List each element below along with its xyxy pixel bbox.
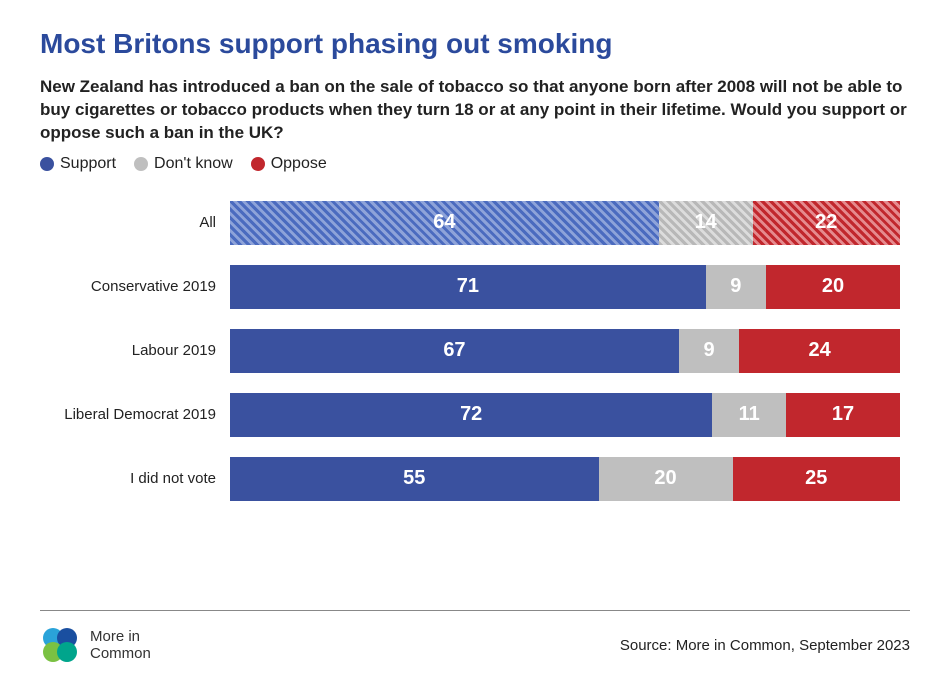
row-label: I did not vote — [50, 470, 230, 487]
bar-segment-support: 67 — [230, 329, 679, 373]
chart-title: Most Britons support phasing out smoking — [40, 28, 910, 60]
bar-segment-support: 71 — [230, 265, 706, 309]
legend-dot-oppose — [251, 157, 265, 171]
bar-segment-dontknow: 14 — [659, 201, 753, 245]
bar-segment-dontknow: 20 — [599, 457, 733, 501]
bar-segment-dontknow: 9 — [679, 329, 739, 373]
bar-segment-oppose: 22 — [753, 201, 900, 245]
chart-row: All641422 — [50, 201, 910, 245]
brand-line2: Common — [90, 645, 151, 662]
row-label: Conservative 2019 — [50, 278, 230, 295]
chart-row: Conservative 201971920 — [50, 265, 910, 309]
bar-segment-oppose: 24 — [739, 329, 900, 373]
bar: 67924 — [230, 329, 900, 373]
bar-segment-support: 72 — [230, 393, 712, 437]
row-label: All — [50, 214, 230, 231]
legend: Support Don't know Oppose — [40, 155, 910, 173]
chart-row: Labour 201967924 — [50, 329, 910, 373]
brand-line1: More in — [90, 628, 151, 645]
legend-item-dontknow: Don't know — [134, 155, 233, 173]
bar-segment-support: 55 — [230, 457, 599, 501]
legend-item-support: Support — [40, 155, 116, 173]
legend-dot-support — [40, 157, 54, 171]
bar-segment-dontknow: 11 — [712, 393, 786, 437]
chart-row: Liberal Democrat 2019721117 — [50, 393, 910, 437]
bar-segment-dontknow: 9 — [706, 265, 766, 309]
chart-subtitle: New Zealand has introduced a ban on the … — [40, 76, 910, 145]
brand-logo-icon — [40, 625, 80, 665]
chart-row: I did not vote552025 — [50, 457, 910, 501]
bar: 721117 — [230, 393, 900, 437]
brand: More in Common — [40, 625, 151, 665]
legend-label: Support — [60, 155, 116, 173]
row-label: Liberal Democrat 2019 — [50, 406, 230, 423]
bar-segment-oppose: 25 — [733, 457, 901, 501]
bar: 641422 — [230, 201, 900, 245]
bar: 552025 — [230, 457, 900, 501]
footer: More in Common Source: More in Common, S… — [40, 610, 910, 665]
bar: 71920 — [230, 265, 900, 309]
legend-dot-dontknow — [134, 157, 148, 171]
bar-segment-oppose: 20 — [766, 265, 900, 309]
row-label: Labour 2019 — [50, 342, 230, 359]
legend-item-oppose: Oppose — [251, 155, 327, 173]
legend-label: Oppose — [271, 155, 327, 173]
stacked-bar-chart: All641422Conservative 201971920Labour 20… — [50, 201, 910, 501]
bar-segment-support: 64 — [230, 201, 659, 245]
bar-segment-oppose: 17 — [786, 393, 900, 437]
source-text: Source: More in Common, September 2023 — [620, 637, 910, 654]
legend-label: Don't know — [154, 155, 233, 173]
brand-text: More in Common — [90, 628, 151, 663]
